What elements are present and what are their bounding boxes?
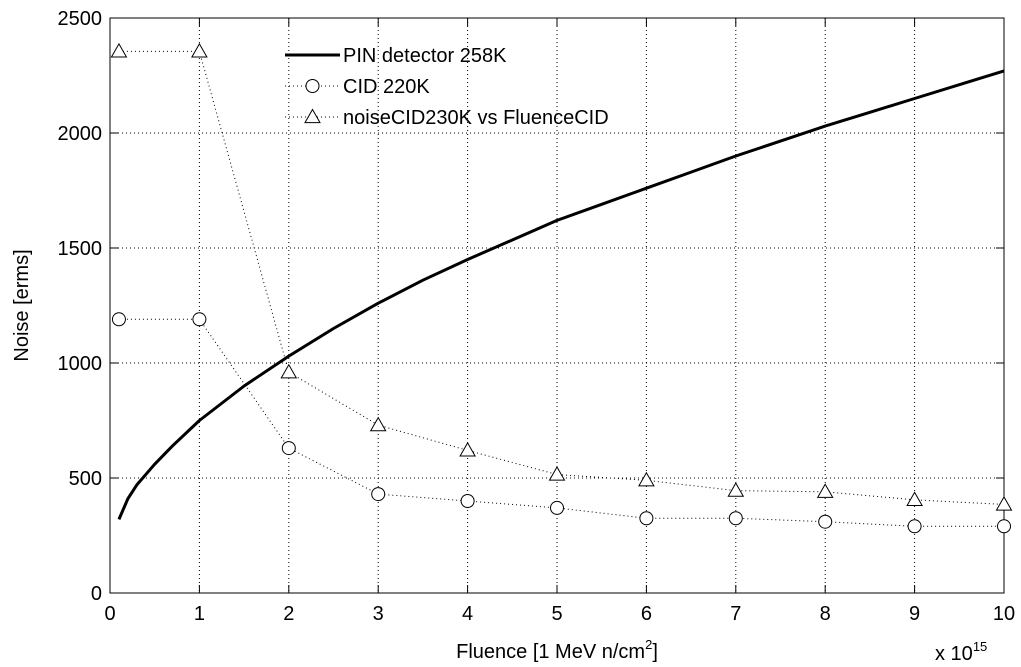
legend-label: PIN detector 258K <box>343 45 507 67</box>
triangle-marker <box>280 363 298 379</box>
triangle-marker <box>906 491 923 506</box>
x-tick-label: 5 <box>551 603 562 625</box>
x-tick-label: 10 <box>993 603 1015 625</box>
x-tick-label: 0 <box>104 603 115 625</box>
grid-lines <box>110 18 1004 593</box>
series-1 <box>117 69 1005 520</box>
circle-marker <box>550 500 564 515</box>
triangle-marker <box>369 416 387 432</box>
x-axis-label: Fluence [1 MeV n/cm2] <box>456 637 658 663</box>
circle-marker <box>371 487 386 502</box>
legend-label: noiseCID230K vs FluenceCID <box>343 107 609 129</box>
x-tick-label: 1 <box>194 603 205 625</box>
legend-label: CID 220K <box>343 76 430 98</box>
circle-marker <box>192 312 207 327</box>
y-tick-label: 2500 <box>58 8 103 30</box>
triangle-marker <box>304 108 321 124</box>
y-tick-label: 1000 <box>58 353 103 375</box>
y-tick-label: 0 <box>91 583 102 605</box>
x-tick-label: 3 <box>373 603 384 625</box>
triangle-marker <box>816 483 834 498</box>
circle-marker <box>111 312 126 327</box>
x-tick-label: 7 <box>730 603 741 625</box>
triangle-marker <box>727 482 745 497</box>
circle-marker <box>728 511 743 526</box>
circle-marker <box>818 514 833 529</box>
legend-entry-3: noiseCID230K vs FluenceCID <box>285 107 609 129</box>
x-axis-label-close: ] <box>652 641 658 663</box>
x-axis-label-main: Fluence [1 MeV n/cm <box>456 641 645 663</box>
x-tick-label: 9 <box>909 603 920 625</box>
triangle-marker <box>459 441 476 457</box>
legend: PIN detector 258K CID 220K noiseCID230K vs… <box>285 45 609 129</box>
x-axis-multiplier: x 1015 <box>935 639 987 665</box>
circle-marker <box>907 519 922 534</box>
x-tick-label: 6 <box>641 603 652 625</box>
x-axis-label-superscript: 2 <box>645 637 652 652</box>
x-multiplier-base: x 10 <box>935 643 973 665</box>
x-tick-label: 4 <box>462 603 473 625</box>
y-axis-label: Noise [erms] <box>11 249 33 361</box>
x-tick-label: 8 <box>820 603 831 625</box>
y-tick-label: 1500 <box>58 238 103 260</box>
x-tick-label: 2 <box>283 603 294 625</box>
legend-entry-1: PIN detector 258K <box>285 45 507 67</box>
triangle-marker <box>110 42 128 58</box>
series-2 <box>111 312 1011 534</box>
y-tick-label: 2000 <box>58 123 103 145</box>
axis-ticks: 0 1 2 3 4 5 6 7 8 9 10 0 500 1000 1500 2000 2500 <box>58 8 1016 625</box>
triangle-marker <box>995 495 1013 511</box>
x-multiplier-exponent: 15 <box>973 639 987 654</box>
series-line <box>118 318 1004 527</box>
circle-marker <box>639 511 654 526</box>
legend-entry-2: CID 220K <box>285 76 430 98</box>
circle-marker <box>281 441 296 456</box>
series-line <box>117 69 1005 520</box>
series-layer <box>110 42 1013 534</box>
triangle-marker <box>191 42 208 58</box>
circle-marker <box>305 79 320 93</box>
circle-marker <box>997 519 1011 534</box>
triangle-marker <box>638 471 655 487</box>
y-tick-label: 500 <box>69 468 102 490</box>
series-3 <box>110 42 1013 511</box>
triangle-marker <box>548 466 566 481</box>
circle-marker <box>460 494 475 508</box>
